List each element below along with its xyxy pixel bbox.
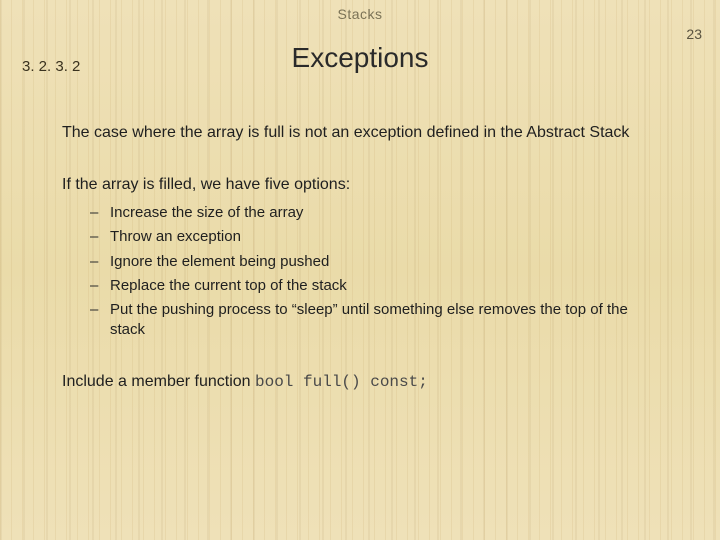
list-item: Ignore the element being pushed [90, 252, 658, 272]
code-snippet: bool full() const; [255, 373, 428, 391]
slide-title: Exceptions [0, 42, 720, 74]
paragraph-intro: The case where the array is full is not … [62, 122, 658, 144]
options-list: Increase the size of the array Throw an … [62, 203, 658, 341]
options-lead: If the array is filled, we have five opt… [62, 174, 658, 196]
list-item: Increase the size of the array [90, 203, 658, 223]
header-label: Stacks [0, 0, 720, 22]
slide-content: The case where the array is full is not … [0, 74, 720, 393]
closing-prefix: Include a member function [62, 373, 255, 390]
list-item: Replace the current top of the stack [90, 276, 658, 296]
list-item: Throw an exception [90, 227, 658, 247]
list-item: Put the pushing process to “sleep” until… [90, 300, 658, 341]
page-number: 23 [686, 26, 702, 42]
closing-line: Include a member function bool full() co… [62, 371, 658, 394]
section-number: 3. 2. 3. 2 [22, 58, 80, 75]
